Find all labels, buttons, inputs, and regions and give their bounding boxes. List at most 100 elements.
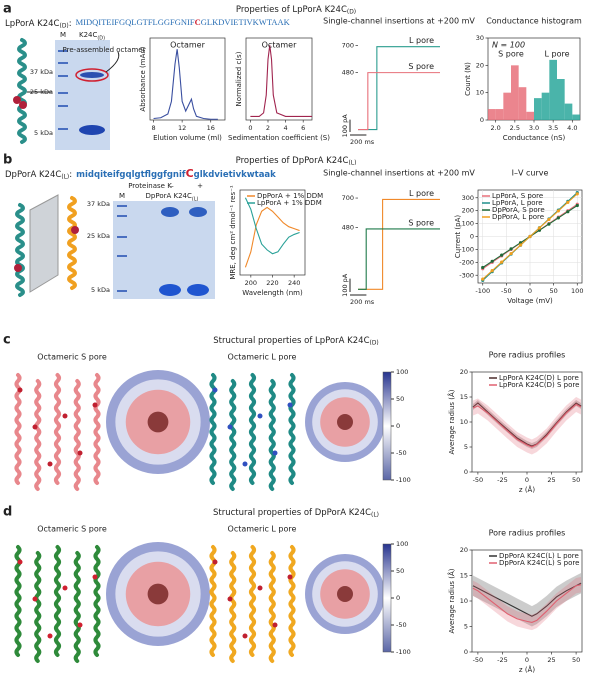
- series-label: L pore: [409, 36, 434, 45]
- data-point: [528, 234, 532, 239]
- colorbar-label: -100: [396, 648, 411, 656]
- y-tick-label: 0: [470, 233, 474, 241]
- y-axis-label: Absorbance (mAu): [139, 46, 147, 111]
- y-tick-label: 100: [462, 220, 474, 228]
- legend-label: DpPorA + 1% DDM: [257, 192, 323, 200]
- residue: [272, 622, 278, 628]
- helix: [54, 373, 61, 485]
- x-axis-label: Sedimentation coefficient (S): [228, 134, 330, 142]
- chart-title: Pore radius profiles: [489, 351, 566, 360]
- x-axis-label: Wavelength (nm): [242, 289, 303, 297]
- hist-bar: [541, 92, 550, 120]
- residue: [227, 596, 233, 602]
- plot-frame: [149, 37, 226, 121]
- text-part: midqiteifgqlgtflggfgnif: [76, 170, 186, 180]
- helix: [268, 551, 276, 663]
- hist-bar: [488, 109, 496, 120]
- legend-label: DpPorA, S pore: [492, 206, 545, 214]
- x-tick-label: 0: [525, 476, 529, 484]
- residue: [287, 402, 293, 408]
- residue: [47, 633, 53, 639]
- data-point: [537, 226, 542, 230]
- series-line: [358, 198, 440, 290]
- x-tick-label: 0: [525, 656, 529, 664]
- x-tick-label: 16: [207, 124, 215, 132]
- helix: [73, 551, 81, 663]
- scale-bar-label: 100 pA: [341, 273, 349, 297]
- text-part: LpPorA K24C: [5, 19, 60, 29]
- helix: [249, 373, 256, 485]
- residue: [92, 402, 98, 408]
- series-line: [244, 197, 300, 255]
- text-part: K24C: [79, 31, 97, 39]
- y-axis-label: Count (N): [464, 62, 472, 96]
- x-tick-label: 3.0: [529, 124, 539, 132]
- colorbar: [382, 543, 392, 653]
- x-tick-label: 50: [572, 476, 580, 484]
- text-part: (D): [347, 8, 356, 15]
- gel-marker: 25 kDa: [87, 232, 110, 240]
- residue: [212, 559, 218, 565]
- chart-title: Single-channel insertions at +200 mV: [323, 169, 475, 178]
- y-axis-label: MRE, deg cm² dmol⁻¹ res⁻¹: [229, 185, 237, 279]
- y-tick-label: 480: [342, 224, 354, 232]
- y-tick-label: -100: [459, 245, 474, 253]
- x-axis-label: z (Å): [519, 485, 535, 494]
- text-part: C: [186, 167, 194, 180]
- helix: [249, 545, 256, 657]
- y-axis-label: Average radius (Å): [447, 389, 456, 454]
- helix: [209, 545, 217, 657]
- hist-bar: [495, 109, 504, 120]
- y-tick-label: -300: [459, 271, 474, 279]
- hist-bar: [549, 59, 557, 120]
- legend-label: DpPorA K24C(L) S pore: [499, 559, 579, 567]
- x-tick-label: 12: [178, 124, 186, 132]
- residue: [32, 424, 38, 430]
- series-line: [472, 582, 582, 617]
- gel-band: [117, 255, 127, 257]
- legend-label: DpPorA K24C(L) L pore: [499, 552, 579, 560]
- legend-label: LpPorA + 1% DDM: [257, 199, 322, 207]
- helix: [268, 379, 276, 491]
- text-part: :: [69, 19, 72, 29]
- y-axis-label: Average radius (Å): [447, 568, 456, 633]
- helix: [34, 551, 42, 663]
- legend-label: LpPorA, S pore: [492, 192, 543, 200]
- chart-title: I–V curve: [512, 169, 549, 178]
- x-tick-label: 2.5: [510, 124, 520, 132]
- colorbar-label: -50: [396, 621, 407, 629]
- residue: [47, 461, 53, 467]
- residue: [227, 424, 233, 430]
- helix: [15, 203, 25, 297]
- colorbar-label: 50: [396, 567, 404, 575]
- gel-marker: 5 kDa: [34, 129, 53, 137]
- annotation: Octamer: [170, 41, 205, 50]
- residue: [62, 585, 68, 591]
- gel-band: [117, 236, 127, 238]
- sequence: LpPorA K24C(D): MIDQITEIFGQLGTFLGGFGNIFCG…: [5, 17, 291, 29]
- series-line: [358, 46, 440, 131]
- protease-plus: +: [197, 182, 203, 190]
- x-tick-label: -50: [501, 287, 512, 295]
- panel-letter: d: [3, 505, 12, 520]
- series-line: [153, 49, 218, 120]
- colorbar-label: 0: [396, 422, 400, 430]
- x-tick-label: 100: [571, 287, 583, 295]
- legend-label: LpPorA K24C(D) L pore: [499, 374, 579, 382]
- text-part: (L): [61, 173, 69, 180]
- colorbar: [382, 371, 392, 481]
- legend-label: LpPorA K24C(D) S pore: [499, 381, 579, 389]
- y-axis-label: Normalized c(s): [235, 51, 243, 106]
- x-tick-label: 50: [572, 656, 580, 664]
- x-axis-label: Conductance (nS): [503, 134, 566, 142]
- helix: [288, 545, 296, 657]
- y-tick-label: 5: [464, 623, 468, 631]
- gel-marker: 37 kDa: [30, 68, 53, 76]
- gel-band: [58, 105, 68, 107]
- protease-minus: –: [170, 182, 174, 190]
- gel: [55, 40, 110, 150]
- series-line: [472, 584, 582, 623]
- helix: [93, 545, 101, 657]
- text-part: (L): [371, 511, 379, 518]
- residue: [257, 585, 263, 591]
